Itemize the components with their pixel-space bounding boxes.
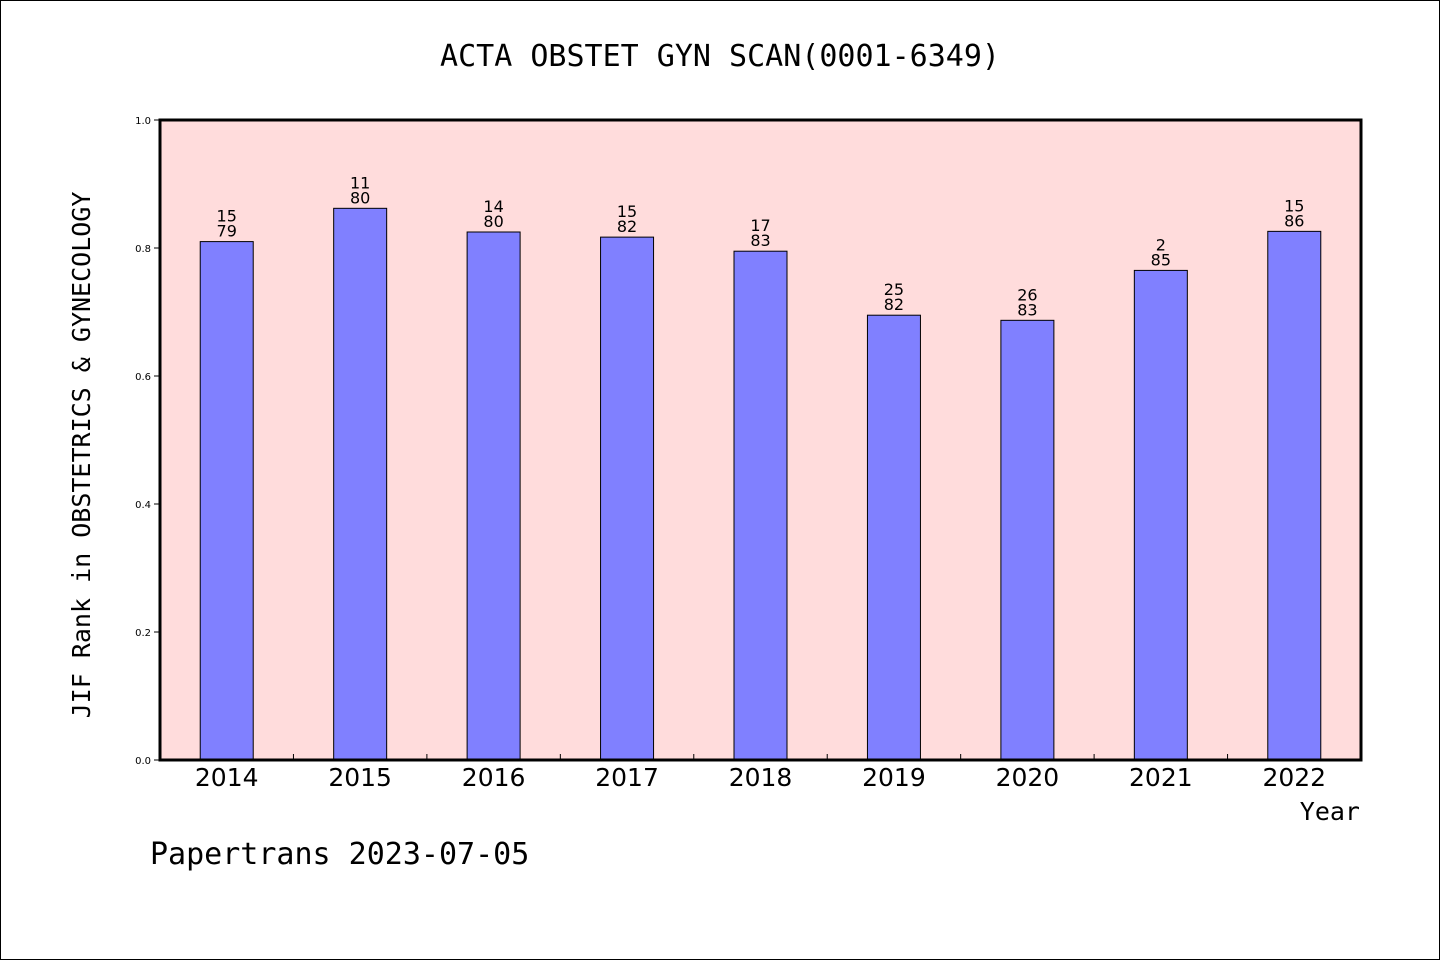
y-tick-label-0.0: 0.0: [135, 756, 151, 767]
bar-label-top-2015: 11: [350, 173, 370, 192]
x-tick-label-2014: 2014: [195, 763, 259, 792]
credit-text: Papertrans 2023-07-05: [150, 837, 529, 872]
x-tick-label-2015: 2015: [328, 763, 392, 792]
bar-label-bottom-2014: 79: [217, 222, 237, 241]
bar-label-top-2016: 14: [483, 197, 503, 216]
bar-label-bottom-2015: 80: [350, 188, 370, 207]
x-tick-label-2016: 2016: [462, 763, 526, 792]
bar-2016: [466, 231, 521, 761]
plot-border: [158, 118, 1363, 762]
bar-2019: [866, 314, 921, 761]
bar-label-top-2017: 15: [617, 202, 637, 221]
x-tick-label-2020: 2020: [996, 763, 1060, 792]
x-axis-label: Year: [1300, 797, 1360, 826]
bar-label-bottom-2022: 86: [1284, 211, 1304, 230]
bar-label-bottom-2021: 85: [1151, 250, 1171, 269]
bar-label-bottom-2018: 83: [750, 231, 770, 250]
bars-group: [199, 207, 1322, 761]
bar-2022: [1267, 230, 1322, 761]
bar-2014: [199, 241, 254, 761]
x-tick-label-2018: 2018: [729, 763, 793, 792]
y-axis-label: JIF Rank in OBSTETRICS & GYNECOLOGY: [67, 192, 96, 719]
bar-2017: [600, 236, 655, 761]
bar-label-top-2022: 15: [1284, 196, 1304, 215]
bar-label-top-2021: 2: [1156, 235, 1166, 254]
bar-label-top-2014: 15: [217, 207, 237, 226]
bar-2015: [333, 207, 388, 761]
bar-2021: [1133, 269, 1188, 761]
bar-label-top-2020: 26: [1017, 285, 1037, 304]
bar-2018: [733, 250, 788, 761]
bar-label-top-2018: 17: [750, 216, 770, 235]
x-tick-label-2017: 2017: [595, 763, 659, 792]
y-tick-label-0.2: 0.2: [135, 628, 151, 639]
x-axis-ticks: 2014 2015 2016 2017 2018 2019 2020 2021 2022: [195, 754, 1326, 792]
bar-label-bottom-2017: 82: [617, 217, 637, 236]
bar-label-bottom-2020: 83: [1017, 300, 1037, 319]
y-tick-label-1.0: 1.0: [135, 116, 151, 127]
x-tick-label-2022: 2022: [1262, 763, 1326, 792]
y-tick-label-0.6: 0.6: [135, 372, 151, 383]
y-tick-label-0.4: 0.4: [135, 500, 151, 511]
y-axis-ticks: 0.0 0.2 0.4 0.6 0.8 1.0: [135, 116, 160, 767]
bar-2020: [1000, 319, 1055, 761]
x-tick-label-2021: 2021: [1129, 763, 1193, 792]
y-tick-label-0.8: 0.8: [135, 244, 151, 255]
chart-title: ACTA OBSTET GYN SCAN(0001-6349): [440, 39, 1000, 74]
bar-label-top-2019: 25: [884, 280, 904, 299]
bar-label-bottom-2016: 80: [483, 212, 503, 231]
x-tick-label-2019: 2019: [862, 763, 926, 792]
bar-label-bottom-2019: 82: [884, 295, 904, 314]
